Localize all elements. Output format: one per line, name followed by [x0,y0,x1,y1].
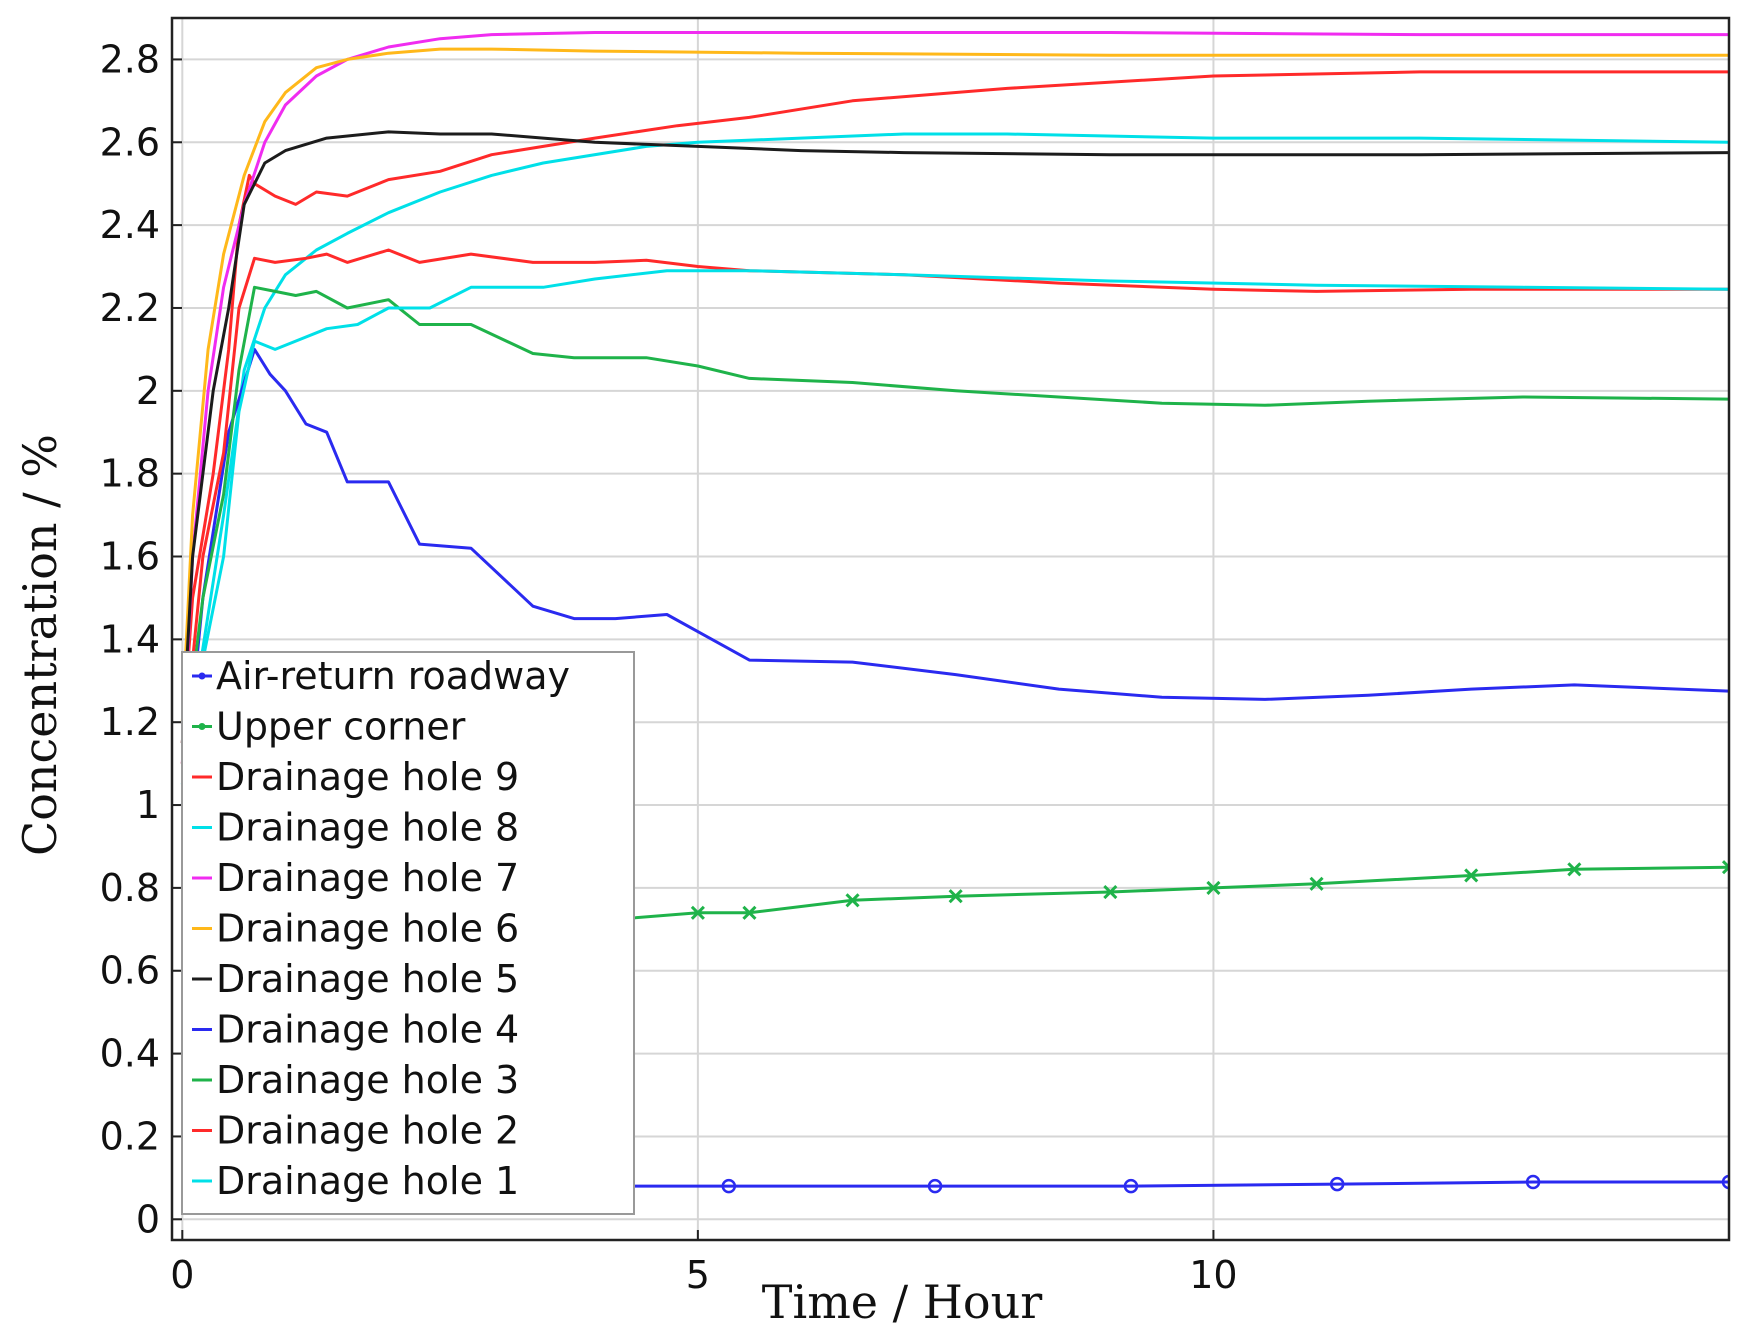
legend-item-drainage-hole-6: Drainage hole 6 [192,907,519,951]
legend-box [181,651,635,1215]
series-drainage-hole-3 [180,285,1729,764]
data-point [721,1178,737,1194]
series-drainage-hole-5 [180,130,1729,743]
legend-item-drainage-hole-3: Drainage hole 3 [192,1058,519,1102]
series-drainage-hole-8 [180,132,1729,785]
y-tick-label: 0.8 [100,866,160,910]
y-tick-label: 0.2 [100,1114,160,1158]
legend-item-drainage-hole-8: Drainage hole 8 [192,806,519,850]
series-line [180,347,1729,806]
x-axis-label: Time / Hour [762,1275,1042,1329]
legend-item-drainage-hole-9: Drainage hole 9 [192,755,519,799]
x-tick-label: 10 [1189,1253,1237,1297]
legend-label: Air-return roadway [216,654,570,698]
series-line [180,132,1729,785]
data-point [845,893,860,908]
y-tick-label: 2.4 [100,203,160,247]
data-point [1329,1176,1345,1192]
data-point [1206,880,1221,895]
data-point [1525,1174,1541,1190]
series-line [180,130,1729,743]
series-line [180,269,1729,806]
y-axis-label: Concentration / % [13,434,67,856]
series-line [180,248,1729,764]
series-drainage-hole-6 [180,47,1729,723]
y-tick-label: 2 [136,369,160,413]
data-point [1464,868,1479,883]
y-tick-label: 0 [136,1197,160,1241]
legend-item-upper-corner: Upper corner [192,705,466,749]
series-drainage-hole-4 [180,347,1729,806]
data-point [1721,1174,1729,1190]
legend-label: Drainage hole 7 [216,856,519,900]
legend-item-drainage-hole-5: Drainage hole 5 [192,957,519,1001]
series-line [180,285,1729,764]
legend-item-drainage-hole-1: Drainage hole 1 [192,1159,519,1203]
legend-label: Drainage hole 5 [216,957,519,1001]
series-drainage-hole-2 [180,248,1729,764]
data-point [927,1178,943,1194]
series-drainage-hole-1 [180,269,1729,806]
series-lines [180,31,1729,1196]
data-point [742,905,757,920]
y-tick-label: 1.2 [100,700,160,744]
legend-label: Upper corner [216,705,466,749]
legend-item-air-return-roadway: Air-return roadway [192,654,570,698]
legend-label: Drainage hole 8 [216,806,519,850]
legend-label: Drainage hole 1 [216,1159,519,1203]
y-tick-label: 2.2 [100,286,160,330]
data-point [1123,1178,1139,1194]
y-tick-label: 2.6 [100,120,160,164]
y-tick-label: 0.4 [100,1032,160,1076]
legend-label: Drainage hole 2 [216,1109,519,1153]
y-tick-label: 1 [136,783,160,827]
y-tick-label: 1.6 [100,535,160,579]
x-tick-label: 5 [686,1253,710,1297]
legend-item-drainage-hole-7: Drainage hole 7 [192,856,519,900]
data-point [948,889,963,904]
legend-label: Drainage hole 4 [216,1008,519,1052]
data-point [690,905,705,920]
legend-label: Drainage hole 6 [216,907,519,951]
legend-item-drainage-hole-2: Drainage hole 2 [192,1109,519,1153]
axis-ticks: 0 0.2 0.4 0.6 0.8 1 1.2 1.4 1.6 1.8 2 2.2 2.4 2.6 2.8 0… [100,37,1238,1297]
data-point [1309,876,1324,891]
y-tick-label: 0.6 [100,949,160,993]
y-tick-label: 1.4 [100,617,160,661]
legend-item-drainage-hole-4: Drainage hole 4 [192,1008,519,1052]
data-point [1103,884,1118,900]
legend-marker [198,723,206,730]
legend-marker [198,672,206,680]
legend-label: Drainage hole 9 [216,755,519,799]
legend-label: Drainage hole 3 [216,1058,519,1102]
y-tick-label: 2.8 [100,37,160,81]
legend: Air-return roadway Upper corner Drainage h… [181,651,635,1215]
data-point [1721,860,1729,875]
data-point [1567,862,1582,877]
x-tick-label: 0 [170,1253,194,1297]
series-line [180,47,1729,723]
plot-frame [170,16,1731,1242]
y-tick-label: 1.8 [100,452,160,496]
